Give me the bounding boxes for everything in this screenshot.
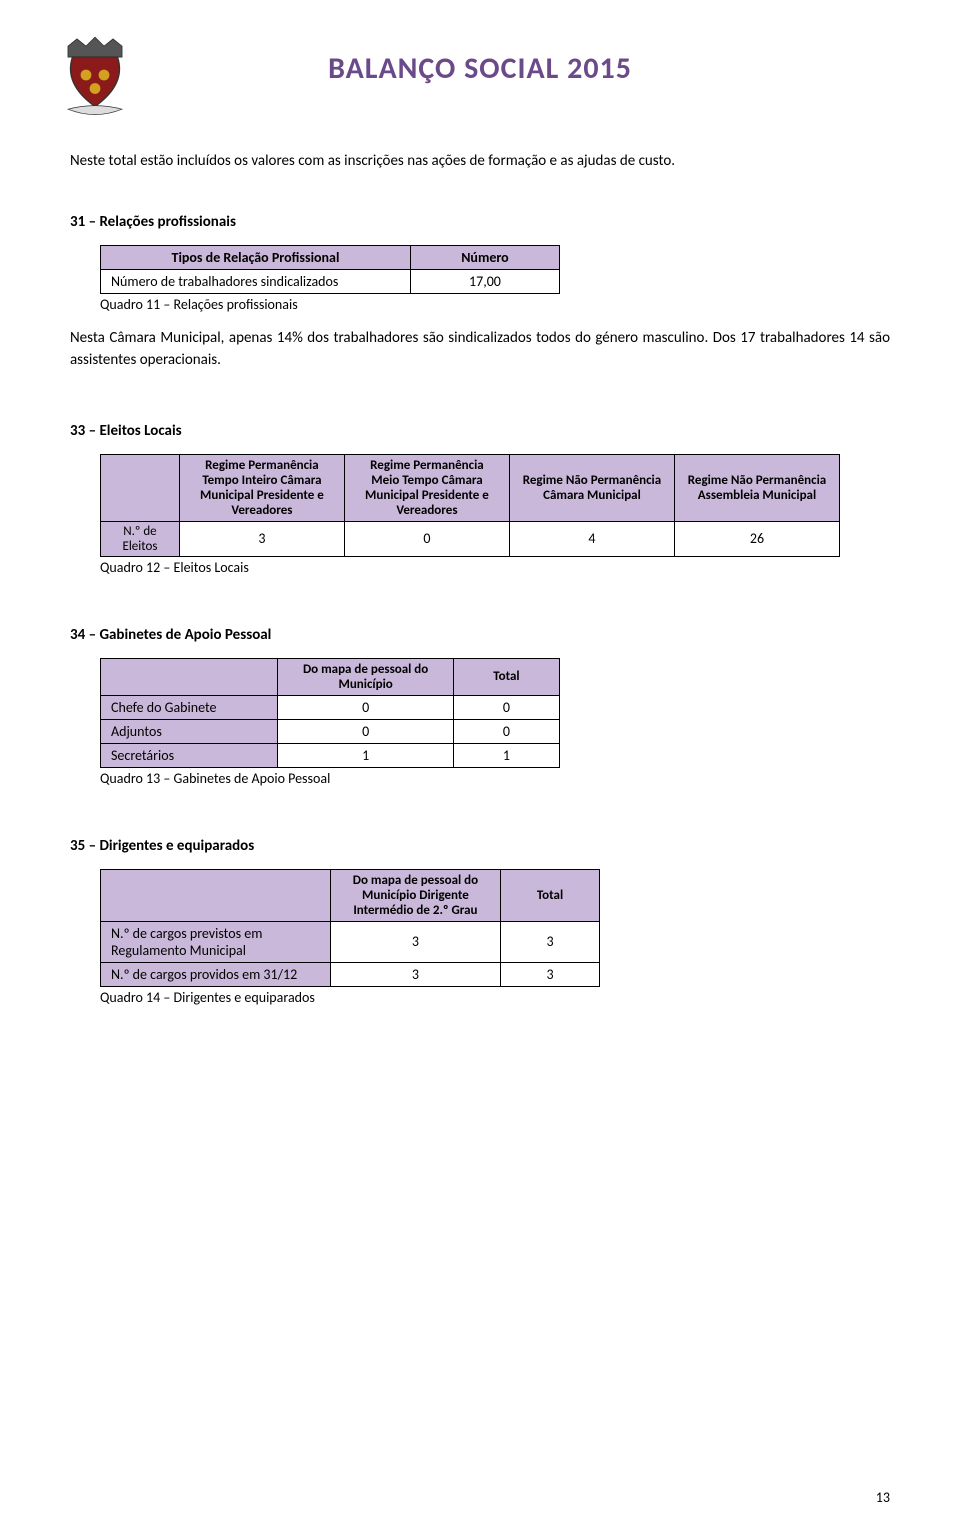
page-title: BALANÇO SOCIAL 2015 — [70, 40, 890, 87]
cell-label: Chefe do Gabinete — [101, 695, 278, 719]
table-dirigentes: Do mapa de pessoal do Município Dirigent… — [100, 869, 600, 987]
caption-quadro-14: Quadro 14 – Dirigentes e equiparados — [100, 989, 890, 1006]
table-row: Adjuntos 0 0 — [101, 719, 560, 743]
col-header-numero: Número — [410, 245, 559, 269]
section-33-heading: 33 – Eleitos Locais — [70, 422, 890, 440]
cell-v2: 0 — [453, 695, 559, 719]
col-header-1: Regime Permanência Meio Tempo Câmara Mun… — [344, 454, 509, 521]
col-header-mapa: Do mapa de pessoal do Município — [278, 658, 454, 695]
cell-label: Secretários — [101, 743, 278, 767]
table-eleitos-locais: Regime Permanência Tempo Inteiro Câmara … — [100, 454, 840, 557]
table-row: N.º de cargos previstos em Regulamento M… — [101, 921, 600, 962]
table-row: Secretários 1 1 — [101, 743, 560, 767]
table-row: N.º de Eleitos 3 0 4 26 — [101, 521, 840, 556]
cell-value-1: 0 — [344, 521, 509, 556]
section-34-heading: 34 – Gabinetes de Apoio Pessoal — [70, 626, 890, 644]
table-row: N.º de cargos providos em 31/12 3 3 — [101, 962, 600, 986]
section-31-heading: 31 – Relações profissionais — [70, 213, 890, 231]
col-header-0: Regime Permanência Tempo Inteiro Câmara … — [179, 454, 344, 521]
cell-label: N.º de cargos providos em 31/12 — [101, 962, 331, 986]
table-row: Número de trabalhadores sindicalizados 1… — [101, 269, 560, 293]
cell-v2: 0 — [453, 719, 559, 743]
col-header-total: Total — [501, 869, 600, 921]
cell-v1: 3 — [330, 921, 500, 962]
col-header-3: Regime Não Permanência Assembleia Munici… — [674, 454, 839, 521]
caption-quadro-12: Quadro 12 – Eleitos Locais — [100, 559, 890, 576]
cell-row-label: N.º de Eleitos — [101, 521, 180, 556]
cell-v1: 0 — [278, 695, 454, 719]
table-row: Chefe do Gabinete 0 0 — [101, 695, 560, 719]
cell-value-0: 3 — [179, 521, 344, 556]
page-number: 13 — [876, 1489, 890, 1506]
cell-value-2: 4 — [509, 521, 674, 556]
cell-v1: 0 — [278, 719, 454, 743]
blank-header — [101, 869, 331, 921]
section-35-heading: 35 – Dirigentes e equiparados — [70, 837, 890, 855]
cell-v2: 3 — [501, 962, 600, 986]
cell-label: N.º de cargos previstos em Regulamento M… — [101, 921, 331, 962]
section-31-paragraph: Nesta Câmara Municipal, apenas 14% dos t… — [70, 327, 890, 372]
page-header: BALANÇO SOCIAL 2015 — [70, 40, 890, 120]
cell-v2: 1 — [453, 743, 559, 767]
cell-v2: 3 — [501, 921, 600, 962]
blank-header — [101, 454, 180, 521]
intro-paragraph: Neste total estão incluídos os valores c… — [70, 150, 890, 173]
table-gabinetes: Do mapa de pessoal do Município Total Ch… — [100, 658, 560, 768]
blank-header — [101, 658, 278, 695]
cell-v1: 3 — [330, 962, 500, 986]
col-header-total: Total — [453, 658, 559, 695]
caption-quadro-11: Quadro 11 – Relações profissionais — [100, 296, 890, 313]
cell-value-3: 26 — [674, 521, 839, 556]
cell-row-label: Número de trabalhadores sindicalizados — [101, 269, 411, 293]
cell-v1: 1 — [278, 743, 454, 767]
table-relacoes-profissionais: Tipos de Relação Profissional Número Núm… — [100, 245, 560, 294]
col-header-tipos: Tipos de Relação Profissional — [101, 245, 411, 269]
crest-icon — [50, 30, 140, 120]
caption-quadro-13: Quadro 13 – Gabinetes de Apoio Pessoal — [100, 770, 890, 787]
col-header-mapa: Do mapa de pessoal do Município Dirigent… — [330, 869, 500, 921]
cell-row-value: 17,00 — [410, 269, 559, 293]
cell-label: Adjuntos — [101, 719, 278, 743]
col-header-2: Regime Não Permanência Câmara Municipal — [509, 454, 674, 521]
